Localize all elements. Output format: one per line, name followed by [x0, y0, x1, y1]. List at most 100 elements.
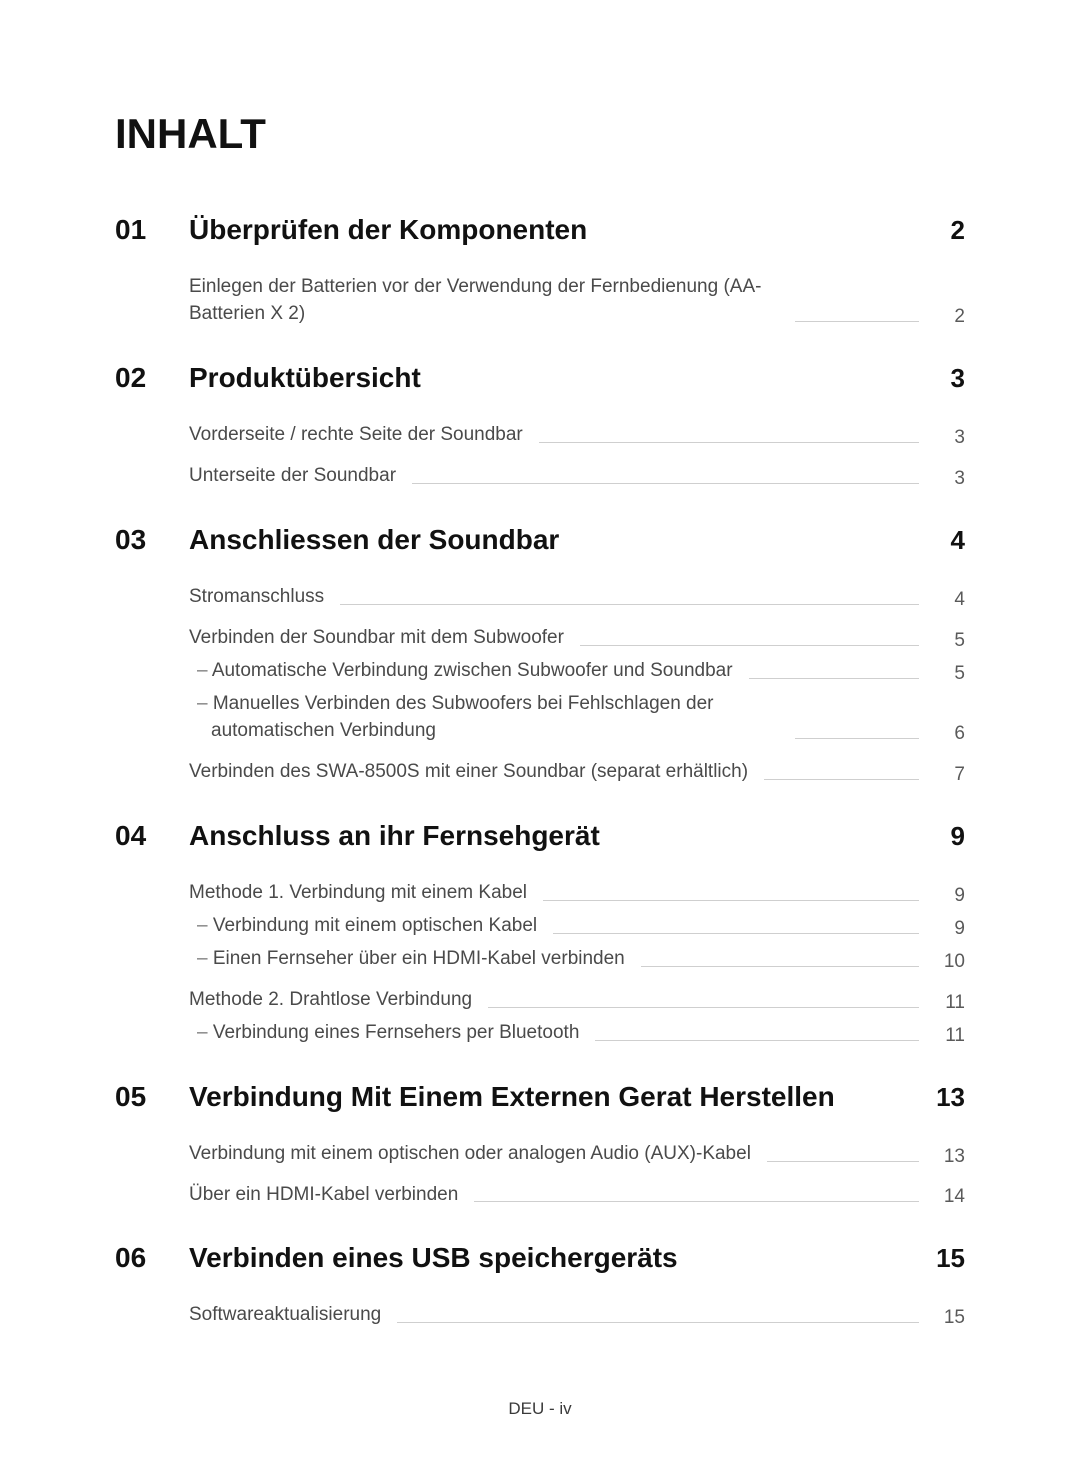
toc-section-page: 4: [951, 525, 965, 556]
toc-entry-label: Verbindung mit einem optischen oder anal…: [189, 1141, 751, 1168]
toc-entry-page: 2: [929, 306, 965, 328]
toc-entry-page: 15: [929, 1307, 965, 1329]
toc-section-number: 05: [115, 1081, 189, 1113]
toc-section-page: 15: [936, 1243, 965, 1274]
toc-entries: Methode 1. Verbindung mit einem Kabel9Ve…: [115, 880, 965, 1047]
toc-entries: Softwareaktualisierung 15: [115, 1302, 965, 1329]
toc-entry-page: 13: [929, 1146, 965, 1168]
toc-entry: Softwareaktualisierung 15: [189, 1302, 965, 1329]
toc-entry-label: Softwareaktualisierung: [189, 1302, 381, 1329]
toc-entry-page: 5: [929, 630, 965, 652]
toc-entry-page: 7: [929, 764, 965, 786]
toc-section-number: 01: [115, 214, 189, 246]
toc-section-number: 02: [115, 362, 189, 394]
toc-entry-page: 9: [929, 918, 965, 940]
toc-entry-label: Vorderseite / rechte Seite der Soundbar: [189, 422, 523, 449]
toc-section-title: Produktübersicht: [189, 362, 935, 394]
toc-entry-page: 11: [929, 1025, 965, 1047]
toc-entry-label: Verbindung eines Fernsehers per Bluetoot…: [189, 1020, 579, 1047]
toc-entries: Verbindung mit einem optischen oder anal…: [115, 1141, 965, 1209]
toc-section-title: Verbinden eines USB speichergeräts: [189, 1242, 920, 1274]
toc-entry-label: Automatische Verbindung zwischen Subwoof…: [189, 658, 733, 685]
page-footer: DEU - iv: [0, 1399, 1080, 1419]
toc-entry-page: 4: [929, 589, 965, 611]
toc-entry-label: Einlegen der Batterien vor der Verwendun…: [189, 274, 779, 328]
toc-entry-page: 3: [929, 468, 965, 490]
toc-entries: Stromanschluss4 Verbinden der Soundbar mi…: [115, 584, 965, 786]
toc-section-header: 05Verbindung Mit Einem Externen Gerat He…: [115, 1081, 965, 1113]
toc-entries: Einlegen der Batterien vor der Verwendun…: [115, 274, 965, 328]
toc-entry-page: 14: [929, 1186, 965, 1208]
toc-section: 05Verbindung Mit Einem Externen Gerat He…: [115, 1081, 965, 1209]
toc-entry-page: 10: [929, 951, 965, 973]
toc-entry-label: Unterseite der Soundbar: [189, 463, 396, 490]
toc-section-number: 03: [115, 524, 189, 556]
toc-leader-line: [539, 442, 919, 443]
toc-section-page: 3: [951, 363, 965, 394]
toc-leader-line: [641, 966, 919, 967]
toc-section-number: 04: [115, 820, 189, 852]
toc-entry-label: Einen Fernseher über ein HDMI-Kabel verb…: [189, 946, 625, 973]
toc-leader-line: [488, 1007, 919, 1008]
toc-entry: Vorderseite / rechte Seite der Soundbar 3: [189, 422, 965, 449]
toc-section-header: 06Verbinden eines USB speichergeräts 15: [115, 1242, 965, 1274]
toc-section: 06Verbinden eines USB speichergeräts15So…: [115, 1242, 965, 1329]
toc-section-page: 9: [951, 821, 965, 852]
toc-section: 02Produktübersicht3Vorderseite / rechte …: [115, 362, 965, 490]
toc-leader-line: [767, 1161, 919, 1162]
toc-leader-line: [795, 321, 919, 322]
toc-entry-label: Manuelles Verbinden des Subwoofers bei F…: [189, 691, 779, 745]
toc-leader-line: [543, 900, 919, 901]
page-title: INHALT: [115, 110, 965, 158]
toc-entries: Vorderseite / rechte Seite der Soundbar 3…: [115, 422, 965, 490]
toc-entry: Automatische Verbindung zwischen Subwoof…: [189, 658, 965, 685]
toc-entry-label: Methode 2. Drahtlose Verbindung: [189, 987, 472, 1014]
toc-section: 01Überprüfen der Komponenten 2 Einlegen de…: [115, 214, 965, 328]
toc-entry: Methode 2. Drahtlose Verbindung 11: [189, 987, 965, 1014]
toc-leader-line: [340, 604, 919, 605]
toc-section: 04Anschluss an ihr Fernsehgerät9Methode …: [115, 820, 965, 1047]
toc-entry: Manuelles Verbinden des Subwoofers bei F…: [189, 691, 965, 745]
toc-section: 03Anschliessen der Soundbar4Stromanschlu…: [115, 524, 965, 786]
toc-entry: Einlegen der Batterien vor der Verwendun…: [189, 274, 965, 328]
toc-leader-line: [580, 645, 919, 646]
toc-leader-line: [474, 1201, 919, 1202]
toc-entry-label: Verbinden des SWA-8500S mit einer Soundb…: [189, 759, 748, 786]
toc-entry: Unterseite der Soundbar 3: [189, 463, 965, 490]
toc-entry-page: 3: [929, 427, 965, 449]
toc-entry: Verbindung eines Fernsehers per Bluetoot…: [189, 1020, 965, 1047]
toc-entry: Über ein HDMI-Kabel verbinden 14: [189, 1182, 965, 1209]
toc-leader-line: [749, 678, 919, 679]
toc-section-title: Verbindung Mit Einem Externen Gerat Hers…: [189, 1081, 920, 1113]
toc-entry: Verbindung mit einem optischen Kabel 9: [189, 913, 965, 940]
toc-entry: Verbindung mit einem optischen oder anal…: [189, 1141, 965, 1168]
toc-section-page: 2: [951, 215, 965, 246]
toc-entry: Einen Fernseher über ein HDMI-Kabel verb…: [189, 946, 965, 973]
toc-section-header: 03Anschliessen der Soundbar 4: [115, 524, 965, 556]
toc-entry: Methode 1. Verbindung mit einem Kabel 9: [189, 880, 965, 907]
toc-section-header: 01Überprüfen der Komponenten 2: [115, 214, 965, 246]
toc-section-title: Anschluss an ihr Fernsehgerät: [189, 820, 935, 852]
toc-entry-label: Verbinden der Soundbar mit dem Subwoofer: [189, 625, 564, 652]
toc-leader-line: [412, 483, 919, 484]
toc-entry: Stromanschluss4: [189, 584, 965, 611]
toc-entry-page: 6: [929, 723, 965, 745]
toc-entry-page: 11: [929, 992, 965, 1014]
toc-entry: Verbinden des SWA-8500S mit einer Soundb…: [189, 759, 965, 786]
toc-section-header: 02Produktübersicht 3: [115, 362, 965, 394]
toc-section-page: 13: [936, 1082, 965, 1113]
toc-leader-line: [795, 738, 919, 739]
toc-leader-line: [595, 1040, 919, 1041]
toc-leader-line: [397, 1322, 919, 1323]
toc-section-title: Überprüfen der Komponenten: [189, 214, 935, 246]
toc-entry-label: Verbindung mit einem optischen Kabel: [189, 913, 537, 940]
toc-section-header: 04Anschluss an ihr Fernsehgerät 9: [115, 820, 965, 852]
toc-entry-label: Über ein HDMI-Kabel verbinden: [189, 1182, 458, 1209]
toc-entry-page: 5: [929, 663, 965, 685]
toc-entry-page: 9: [929, 885, 965, 907]
toc-section-number: 06: [115, 1242, 189, 1274]
toc-leader-line: [553, 933, 919, 934]
toc-section-title: Anschliessen der Soundbar: [189, 524, 935, 556]
toc-entry-label: Methode 1. Verbindung mit einem Kabel: [189, 880, 527, 907]
toc-container: 01Überprüfen der Komponenten 2 Einlegen de…: [115, 214, 965, 1329]
